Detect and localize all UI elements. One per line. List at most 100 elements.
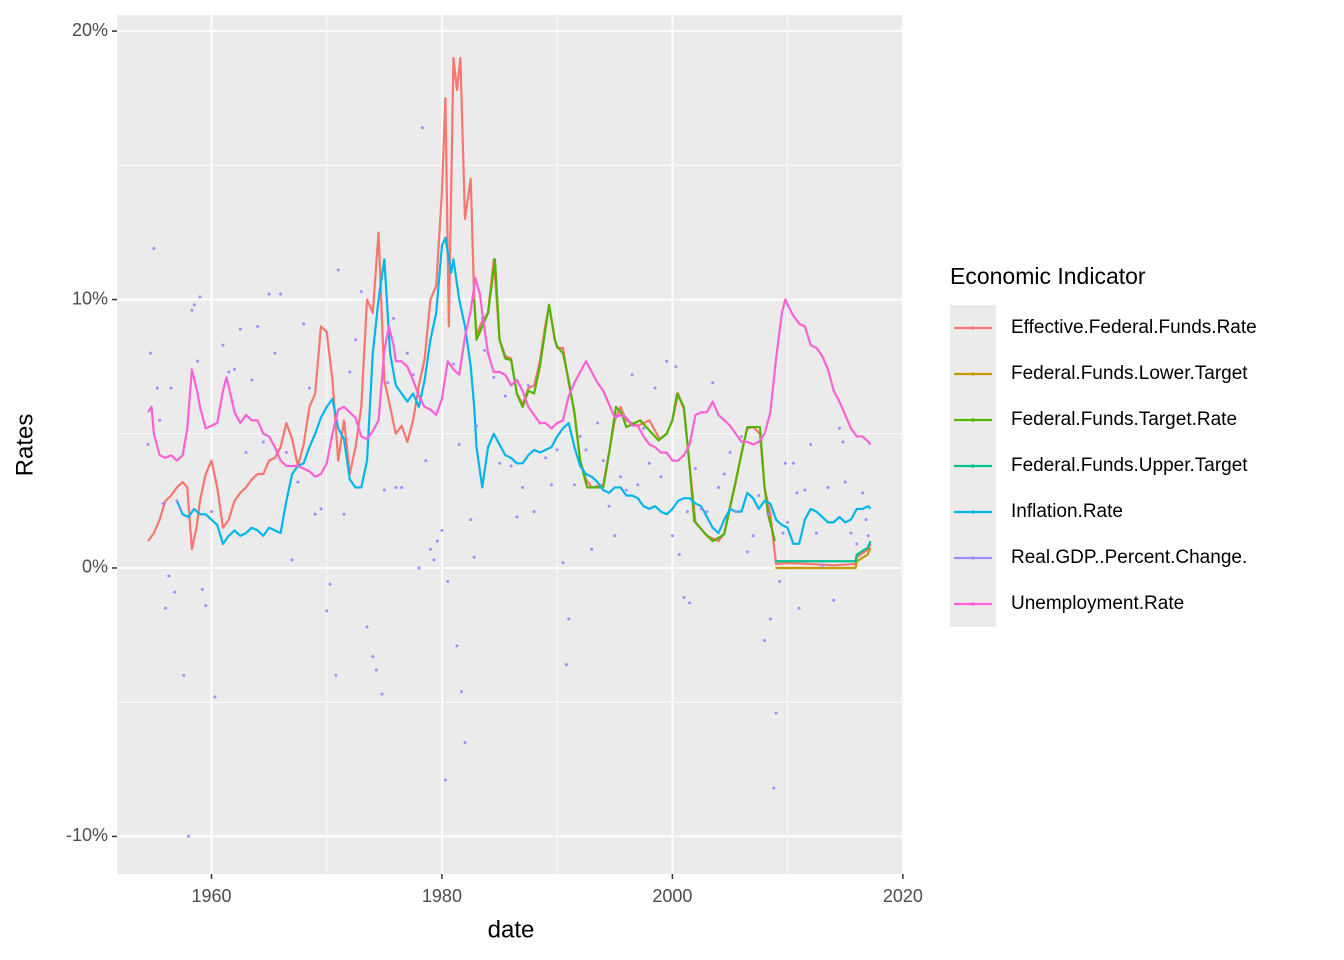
data-point bbox=[526, 383, 530, 387]
data-point bbox=[161, 502, 165, 506]
data-point bbox=[173, 590, 177, 594]
data-point bbox=[365, 625, 369, 629]
legend-key-dot bbox=[971, 372, 975, 376]
data-point bbox=[572, 483, 576, 487]
data-point bbox=[483, 349, 487, 353]
data-point bbox=[457, 443, 461, 446]
data-point bbox=[435, 539, 439, 543]
data-point bbox=[227, 370, 231, 374]
data-point bbox=[722, 472, 726, 476]
data-point bbox=[734, 510, 738, 514]
legend-key-dot bbox=[971, 418, 975, 422]
data-point bbox=[213, 695, 217, 699]
data-point bbox=[451, 362, 455, 366]
data-point bbox=[273, 351, 277, 355]
data-point bbox=[864, 518, 868, 522]
data-point bbox=[386, 381, 390, 385]
data-point bbox=[555, 448, 559, 452]
data-point bbox=[745, 550, 749, 554]
x-axis-title: date bbox=[488, 916, 535, 943]
data-point bbox=[630, 373, 634, 377]
data-point bbox=[677, 553, 681, 557]
data-point bbox=[688, 601, 692, 605]
x-tick-label: 1960 bbox=[191, 886, 231, 906]
data-point bbox=[855, 542, 859, 546]
data-point bbox=[313, 512, 317, 516]
data-point bbox=[685, 510, 689, 514]
data-point bbox=[849, 531, 853, 535]
data-point bbox=[861, 491, 865, 495]
data-point bbox=[532, 510, 536, 514]
data-point bbox=[475, 424, 479, 428]
data-point bbox=[382, 488, 386, 492]
data-point bbox=[509, 464, 513, 468]
data-point bbox=[380, 692, 384, 696]
data-point bbox=[428, 547, 432, 551]
data-point bbox=[440, 528, 444, 532]
data-point bbox=[797, 606, 801, 610]
plot-panel bbox=[117, 15, 904, 874]
legend-key-dot bbox=[971, 510, 975, 514]
data-point bbox=[843, 480, 847, 484]
series-line bbox=[775, 540, 872, 563]
data-point bbox=[601, 459, 605, 463]
data-point bbox=[250, 378, 254, 382]
data-point bbox=[148, 351, 152, 355]
data-point bbox=[751, 534, 755, 538]
x-tick-label: 2020 bbox=[883, 886, 923, 906]
data-point bbox=[786, 520, 790, 524]
data-point bbox=[342, 512, 346, 516]
data-point bbox=[196, 359, 200, 363]
data-point bbox=[192, 303, 196, 307]
data-point bbox=[837, 426, 841, 430]
legend-label: Real.GDP..Percent.Change. bbox=[1011, 547, 1247, 568]
y-tick-label: -10% bbox=[66, 825, 108, 845]
data-point bbox=[302, 322, 306, 326]
data-point bbox=[198, 295, 202, 299]
data-point bbox=[674, 365, 678, 369]
legend-title: Economic Indicator bbox=[950, 263, 1146, 289]
data-point bbox=[561, 561, 565, 565]
data-point bbox=[446, 579, 450, 583]
data-point bbox=[866, 534, 870, 538]
data-point bbox=[420, 126, 424, 130]
data-point bbox=[740, 434, 744, 438]
data-point bbox=[328, 582, 332, 586]
data-point bbox=[716, 485, 720, 489]
data-point bbox=[238, 327, 242, 331]
data-point bbox=[175, 499, 179, 503]
legend-key-dot bbox=[971, 556, 975, 560]
data-point bbox=[221, 343, 225, 347]
legend-label: Inflation.Rate bbox=[1011, 501, 1123, 522]
data-point bbox=[307, 386, 311, 390]
data-point bbox=[348, 370, 352, 374]
data-point bbox=[405, 351, 409, 355]
data-point bbox=[795, 491, 799, 495]
data-point bbox=[642, 426, 646, 430]
data-point bbox=[169, 386, 173, 390]
data-point bbox=[832, 598, 836, 602]
data-point bbox=[766, 512, 770, 516]
data-point bbox=[371, 655, 375, 659]
data-point bbox=[841, 440, 845, 444]
data-point bbox=[417, 566, 421, 570]
data-point bbox=[584, 448, 588, 452]
data-point bbox=[336, 268, 340, 272]
data-point bbox=[772, 786, 776, 790]
data-point bbox=[665, 359, 669, 363]
data-point bbox=[261, 440, 265, 444]
data-point bbox=[374, 668, 378, 672]
data-point bbox=[432, 558, 436, 562]
y-axis-title: Rates bbox=[11, 414, 38, 477]
data-point bbox=[190, 308, 194, 312]
data-point bbox=[233, 367, 237, 371]
data-point bbox=[768, 617, 772, 621]
data-point bbox=[256, 324, 260, 328]
data-point bbox=[200, 587, 204, 591]
data-point bbox=[607, 504, 611, 508]
data-point bbox=[469, 518, 473, 522]
data-point bbox=[152, 247, 156, 251]
data-point bbox=[472, 555, 476, 559]
data-point bbox=[167, 574, 171, 578]
data-point bbox=[209, 510, 213, 514]
